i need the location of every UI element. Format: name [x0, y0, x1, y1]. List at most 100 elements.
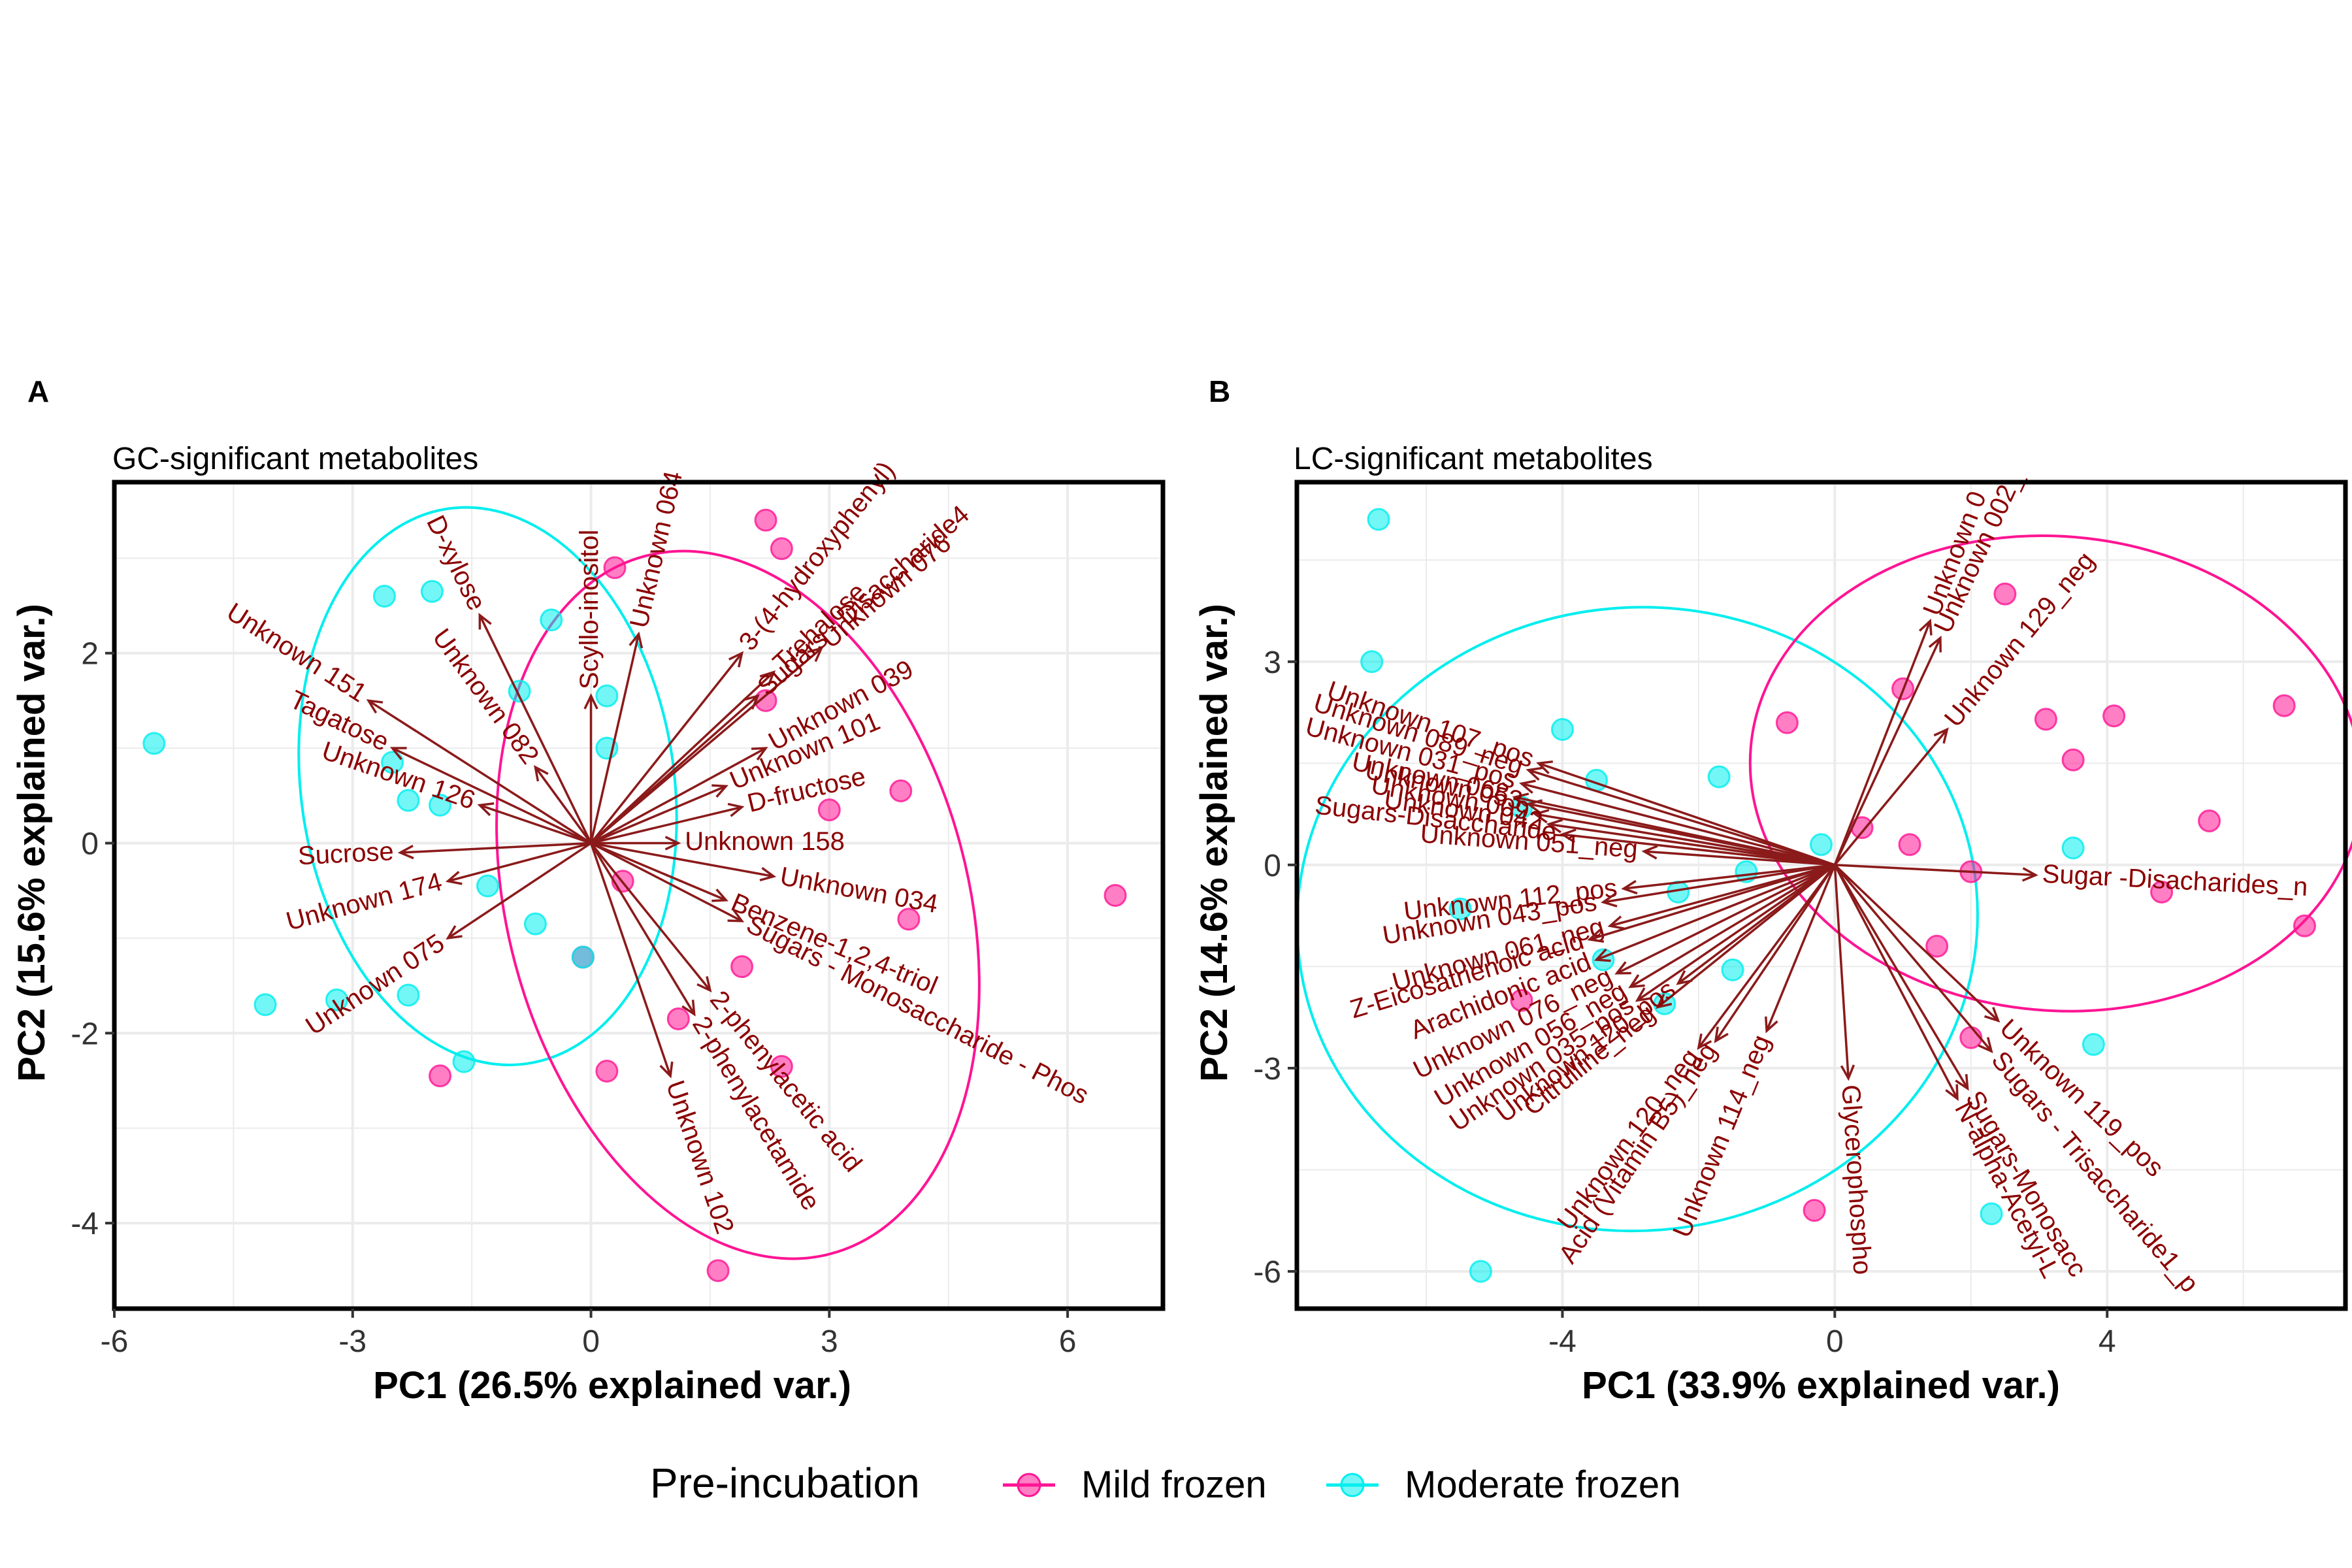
loading-vector-arrowhead: [696, 976, 712, 993]
data-point-moderate-frozen: [2082, 1033, 2105, 1056]
data-point-moderate-frozen: [253, 993, 277, 1017]
loading-vector: [591, 841, 774, 878]
data-point-moderate-frozen: [452, 1050, 476, 1073]
loading-vector-arrowhead: [1519, 779, 1536, 794]
panel-a-x-ticks: -6 -3 0 3 6: [101, 1309, 1077, 1359]
panel-a-y-axis-title: PC2 (15.6% explained var.): [10, 604, 53, 1082]
loading-vector: [1595, 864, 1835, 961]
loading-vector-arrowhead: [1607, 915, 1625, 930]
loading-vector-arrowhead: [583, 693, 598, 710]
data-point-mild-frozen: [730, 955, 754, 979]
panel-a-points: [142, 508, 1127, 1282]
loading-vector: [1609, 864, 1835, 927]
loading-vector: [448, 841, 591, 883]
loading-vector-arrowhead: [1918, 618, 1933, 636]
loading-vector: [1765, 864, 1836, 1032]
loading-vector: [590, 842, 711, 992]
loading-vector: [1624, 864, 1835, 890]
loading-vector: [589, 634, 640, 843]
data-point-moderate-frozen: [523, 912, 547, 936]
loading-vector-arrowhead: [446, 925, 463, 940]
panel-a-grid: [113, 482, 1163, 1309]
loading-vector-arrowhead: [1593, 948, 1611, 962]
data-point-moderate-frozen: [1367, 508, 1390, 531]
panel-a-ellipses: [297, 506, 981, 1260]
panel-b-points: [1360, 508, 2316, 1283]
y-tick-label: -6: [1253, 1255, 1281, 1290]
data-point-moderate-frozen: [429, 793, 452, 817]
data-point-mild-frozen: [429, 1064, 452, 1088]
loading-vector-arrowhead: [1526, 799, 1543, 814]
data-point-moderate-frozen: [1721, 958, 1744, 982]
loading-vector-arrowhead: [1697, 1033, 1712, 1051]
loading-vector: [1833, 728, 1948, 866]
loading-vector: [590, 841, 727, 902]
panel-a-subtitle: GC-significant metabolites: [112, 442, 478, 476]
loading-vector-arrowhead: [1587, 928, 1605, 943]
loading-vector: [1527, 769, 1835, 866]
loading-vector-arrowhead: [1512, 792, 1529, 807]
x-tick-label: 0: [582, 1324, 600, 1359]
x-tick-label: 4: [2099, 1324, 2116, 1359]
loading-vector: [1616, 864, 1836, 975]
loading-vector-arrowhead: [1765, 1016, 1778, 1034]
data-point-mild-frozen: [2034, 708, 2057, 731]
loading-vector-arrowhead: [629, 631, 644, 649]
y-tick-label: 0: [81, 827, 99, 862]
loading-vector-arrowhead: [1526, 766, 1543, 781]
data-point-moderate-frozen: [1448, 897, 1472, 921]
data-point-mild-frozen: [770, 1054, 793, 1078]
loading-vector-arrowhead: [1945, 1084, 1959, 1102]
loading-vector: [590, 841, 743, 923]
x-tick-label: 6: [1059, 1324, 1077, 1359]
loading-vector-arrowhead: [751, 747, 768, 761]
data-point-moderate-frozen: [1810, 833, 1833, 857]
legend-item-mild-frozen: Mild frozen: [1003, 1463, 1267, 1506]
loading-vector-arrowhead: [759, 867, 777, 881]
loading-vector-arrowhead: [711, 784, 728, 798]
data-point-mild-frozen: [2150, 880, 2174, 904]
y-tick-label: 2: [81, 637, 99, 672]
y-tick-label: -4: [71, 1207, 99, 1241]
legend: Pre-incubation Mild frozen Moderate froz…: [650, 1460, 1680, 1507]
loading-vector: [478, 614, 593, 844]
loading-vector: [1833, 864, 1959, 1100]
loading-vector-arrowhead: [445, 871, 463, 885]
loading-vector-arrowhead: [2021, 867, 2038, 882]
loading-vector: [1562, 833, 1835, 866]
loading-vector-arrowhead: [366, 699, 384, 714]
loading-vector-arrowhead: [1955, 1073, 1969, 1091]
loading-vector-arrowhead: [743, 694, 760, 710]
loading-vector-arrowhead: [1536, 760, 1554, 775]
loading-vector: [590, 694, 759, 844]
y-tick-label: 0: [1264, 849, 1281, 883]
x-tick-label: 3: [821, 1324, 838, 1359]
data-point-mild-frozen: [1959, 1026, 1983, 1049]
loading-vector: [590, 652, 743, 844]
loading-vector: [1644, 850, 1835, 866]
loading-vector-arrowhead: [1984, 1007, 2001, 1023]
loading-vector: [1835, 864, 2036, 877]
loading-vector: [590, 842, 696, 1015]
data-point-moderate-frozen: [1707, 765, 1731, 789]
data-point-moderate-frozen: [1360, 650, 1384, 674]
data-point-moderate-frozen: [1735, 860, 1758, 883]
panel-b-letter: B: [1209, 374, 1230, 408]
loading-vector: [391, 747, 592, 845]
data-point-moderate-frozen: [595, 684, 619, 708]
panel-a-letter: A: [27, 374, 49, 408]
panel-b-frame: [1294, 480, 2348, 1311]
data-point-mild-frozen: [817, 798, 841, 822]
loading-vector: [1535, 813, 1835, 866]
panel-b-x-ticks: -4 0 4: [1548, 1309, 2116, 1359]
loading-vector-arrowhead: [727, 802, 745, 817]
panel-a-frame: [112, 480, 1166, 1311]
data-point-mild-frozen: [706, 1259, 730, 1282]
legend-title: Pre-incubation: [650, 1460, 920, 1507]
data-point-mild-frozen: [1993, 582, 2017, 606]
loading-vector-arrowhead: [711, 889, 728, 902]
loading-vector: [1521, 782, 1835, 866]
loading-vector: [1833, 637, 1942, 866]
x-tick-label: -3: [338, 1324, 367, 1359]
loading-vector-arrowhead: [478, 612, 492, 630]
